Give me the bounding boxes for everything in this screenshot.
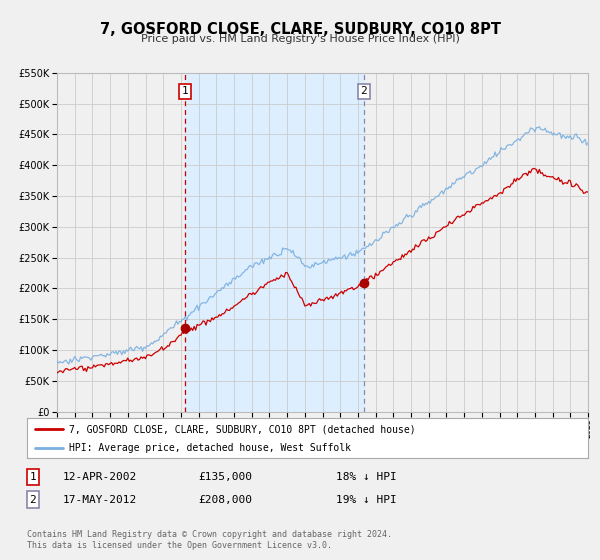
Text: 12-APR-2002: 12-APR-2002 [63, 472, 137, 482]
Text: 1: 1 [182, 86, 188, 96]
Text: 7, GOSFORD CLOSE, CLARE, SUDBURY, CO10 8PT (detached house): 7, GOSFORD CLOSE, CLARE, SUDBURY, CO10 8… [69, 424, 416, 434]
Text: 1: 1 [29, 472, 37, 482]
Text: £208,000: £208,000 [198, 494, 252, 505]
Bar [185, 73, 364, 412]
Text: This data is licensed under the Open Government Licence v3.0.: This data is licensed under the Open Gov… [27, 541, 332, 550]
Text: 7, GOSFORD CLOSE, CLARE, SUDBURY, CO10 8PT: 7, GOSFORD CLOSE, CLARE, SUDBURY, CO10 8… [100, 22, 500, 38]
Text: Price paid vs. HM Land Registry's House Price Index (HPI): Price paid vs. HM Land Registry's House … [140, 34, 460, 44]
Text: 2: 2 [361, 86, 367, 96]
Text: HPI: Average price, detached house, West Suffolk: HPI: Average price, detached house, West… [69, 444, 351, 454]
Text: 17-MAY-2012: 17-MAY-2012 [63, 494, 137, 505]
Text: 2: 2 [29, 494, 37, 505]
Text: 18% ↓ HPI: 18% ↓ HPI [336, 472, 397, 482]
Text: £135,000: £135,000 [198, 472, 252, 482]
Text: Contains HM Land Registry data © Crown copyright and database right 2024.: Contains HM Land Registry data © Crown c… [27, 530, 392, 539]
Text: 19% ↓ HPI: 19% ↓ HPI [336, 494, 397, 505]
